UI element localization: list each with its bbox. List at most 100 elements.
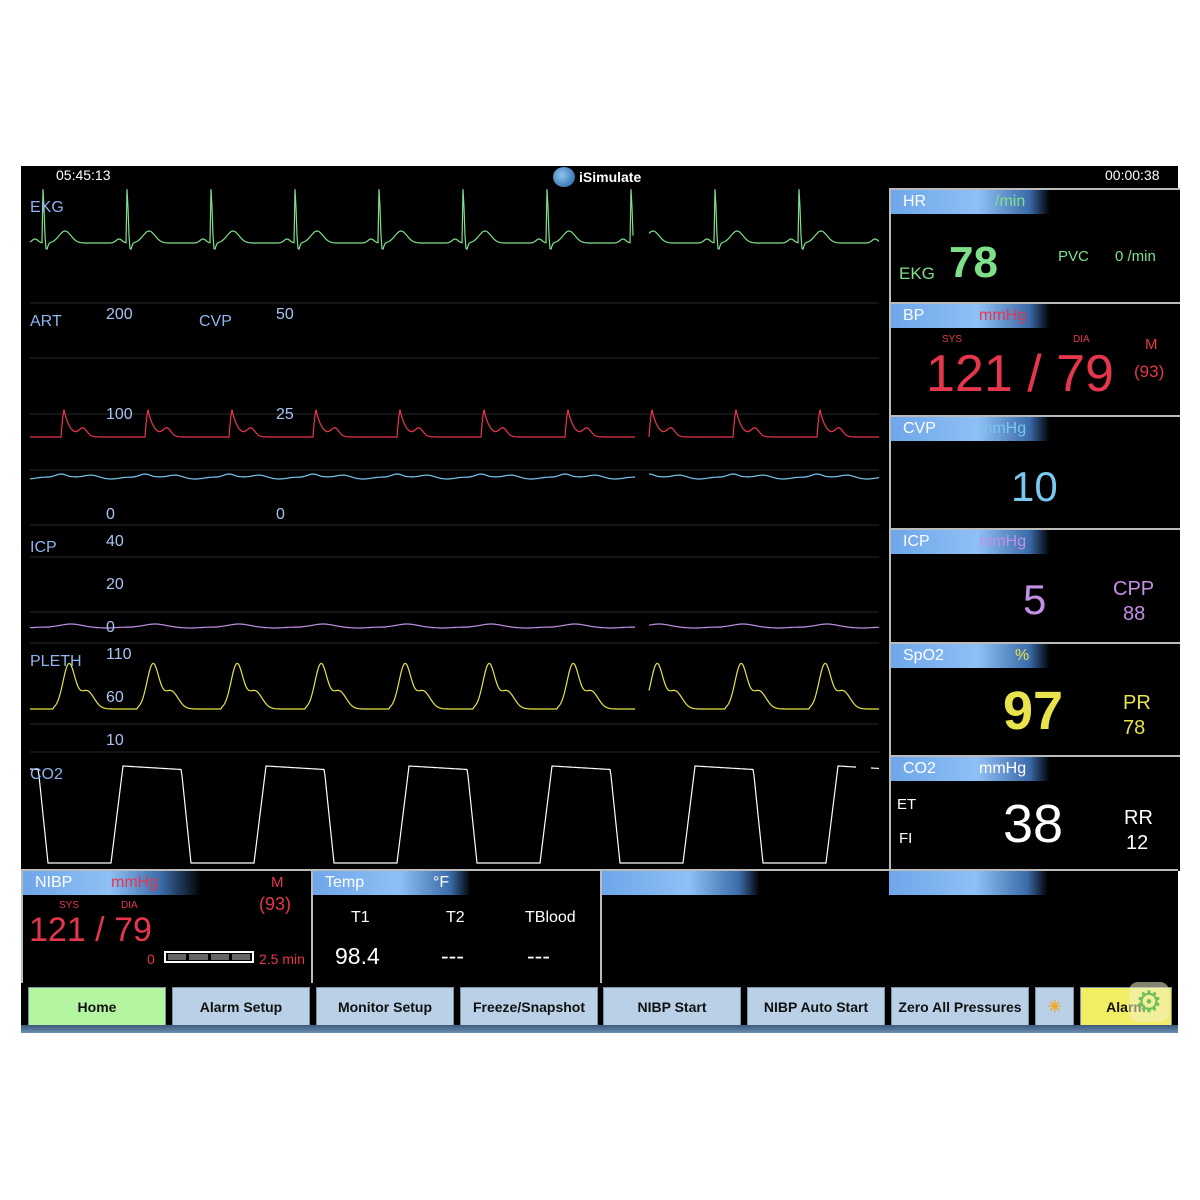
sun-icon: ☀	[1047, 999, 1062, 1016]
isimulate-logo-icon	[553, 167, 575, 187]
icp-label: ICP	[30, 539, 57, 556]
icp-title: ICP	[903, 533, 930, 550]
pleth-scale-min: 10	[106, 732, 124, 749]
progress-segment	[189, 954, 208, 960]
nibp-title: NIBP	[35, 874, 73, 891]
cvp-value: 10	[1011, 463, 1058, 510]
tblood-value: ---	[527, 943, 550, 969]
progress-segment	[168, 954, 187, 960]
app-title: iSimulate	[579, 169, 642, 185]
bp-unit: mmHg	[979, 307, 1027, 324]
icp-scale-max: 40	[106, 533, 124, 550]
cvp-waveform	[29, 473, 880, 480]
spo2-title: SpO2	[903, 647, 944, 664]
t1-label: T1	[351, 909, 370, 926]
cvp-unit: mmHg	[979, 420, 1027, 437]
et-label: ET	[897, 796, 917, 813]
ekg-waveform	[29, 189, 880, 250]
rr-label: RR	[1124, 807, 1153, 829]
nibp-interval-min: 0	[147, 951, 155, 967]
co2-label: CO2	[30, 766, 63, 783]
bp-mean-label: M	[1145, 336, 1158, 353]
hr-panel[interactable]: HR/min EKG 78 PVC 0 /min	[889, 188, 1180, 302]
gear-icon[interactable]: ⚙	[1129, 982, 1169, 1022]
patient-monitor: 05:45:13 iSimulate 00:00:38 EKG ART 20 0 …	[21, 166, 1180, 1033]
pleth-scale-max: 110	[106, 646, 132, 663]
nibp-mean-label: M	[271, 874, 284, 891]
nibp-start-button[interactable]: NIBP Start	[603, 987, 741, 1027]
co2-panel[interactable]: CO2 mmHg ET FI 38 RR 12	[889, 755, 1180, 871]
pleth-scale-mid: 60	[106, 689, 124, 706]
co2-waveform	[29, 765, 880, 864]
progress-segment	[210, 954, 229, 960]
art-scale-min: 0	[106, 506, 115, 523]
icp-panel[interactable]: ICP mmHg 5 CPP 88	[889, 528, 1180, 642]
bp-title: BP	[903, 307, 925, 324]
nibp-auto-start-button[interactable]: NIBP Auto Start	[747, 987, 885, 1027]
clock: 05:45:13	[56, 167, 111, 183]
temp-unit: °F	[433, 874, 450, 891]
cpp-value: 88	[1123, 603, 1146, 625]
temp-title: Temp	[325, 874, 365, 891]
art-label: ART	[30, 313, 62, 330]
fi-label: FI	[899, 830, 913, 847]
pvc-label: PVC	[1058, 248, 1089, 265]
hr-title: HR	[903, 193, 927, 210]
empty-panel-1[interactable]	[600, 869, 891, 983]
pr-value: 78	[1123, 717, 1146, 739]
t2-label: T2	[446, 909, 465, 926]
art-scale-mid: 100	[106, 406, 133, 423]
hr-value: 78	[949, 238, 998, 287]
pvc-value: 0 /min	[1115, 248, 1156, 265]
cvp-scale-mid: 25	[276, 406, 294, 423]
zero-all-pressures-button[interactable]: Zero All Pressures	[891, 987, 1029, 1027]
icp-scale-mid: 20	[106, 576, 124, 593]
brightness-button[interactable]: ☀	[1035, 987, 1074, 1027]
cvp-label: CVP	[199, 313, 232, 330]
icp-waveform	[30, 623, 880, 629]
nibp-panel[interactable]: NIBP mmHg M SYS DIA (93) 121 / 79 0 2.5 mi…	[21, 869, 313, 983]
pr-label: PR	[1123, 692, 1151, 714]
alarm-setup-button[interactable]: Alarm Setup	[172, 987, 310, 1027]
icp-value: 5	[1023, 576, 1047, 623]
monitor-setup-button[interactable]: Monitor Setup	[316, 987, 454, 1027]
bp-mean: (93)	[1134, 362, 1165, 381]
temp-panel[interactable]: Temp °F T1 T2 TBlood 98.4 --- ---	[311, 869, 600, 983]
cpp-label: CPP	[1113, 578, 1155, 600]
t2-value: ---	[441, 943, 464, 969]
nibp-mean: (93)	[259, 894, 292, 914]
co2-title: CO2	[903, 760, 936, 777]
nibp-interval-max: 2.5 min	[259, 951, 305, 967]
bp-value: 121 / 79	[926, 345, 1114, 403]
cvp-title: CVP	[903, 420, 936, 437]
art-scale-max: 200	[106, 306, 133, 323]
bp-sys-label: SYS	[942, 334, 963, 345]
icp-unit: mmHg	[979, 533, 1027, 550]
pleth-waveform	[30, 662, 879, 710]
elapsed-timer: 00:00:38	[1105, 167, 1160, 183]
spo2-unit: %	[1015, 647, 1030, 664]
cvp-scale-min: 0	[276, 506, 285, 523]
nibp-dia-label: DIA	[121, 900, 138, 911]
button-bar-base	[21, 1025, 1178, 1033]
freeze-snapshot-button[interactable]: Freeze/Snapshot	[460, 987, 598, 1027]
icp-scale-min: 0	[106, 619, 115, 636]
hr-unit: /min	[995, 193, 1026, 210]
rr-value: 12	[1126, 832, 1149, 854]
spo2-value: 97	[1003, 681, 1064, 741]
waveform-area	[29, 189, 880, 864]
co2-unit: mmHg	[979, 760, 1027, 777]
nibp-interval-progress	[164, 951, 254, 963]
progress-segment	[231, 954, 250, 960]
empty-panel-2[interactable]	[889, 869, 1178, 983]
etco2-value: 38	[1003, 794, 1064, 854]
cvp-scale-max: 50	[276, 306, 294, 323]
spo2-panel[interactable]: SpO2% 97 PR 78	[889, 642, 1180, 755]
ekg-label: EKG	[30, 199, 64, 216]
nibp-sys-label: SYS	[59, 900, 80, 911]
nibp-unit: mmHg	[111, 874, 159, 891]
home-button[interactable]: Home	[28, 987, 166, 1027]
cvp-panel[interactable]: CVP mmHg 10	[889, 415, 1180, 528]
pleth-label: PLETH	[30, 653, 82, 670]
bp-panel[interactable]: BP mmHg SYS DIA 121 / 79 M (93)	[889, 302, 1180, 415]
